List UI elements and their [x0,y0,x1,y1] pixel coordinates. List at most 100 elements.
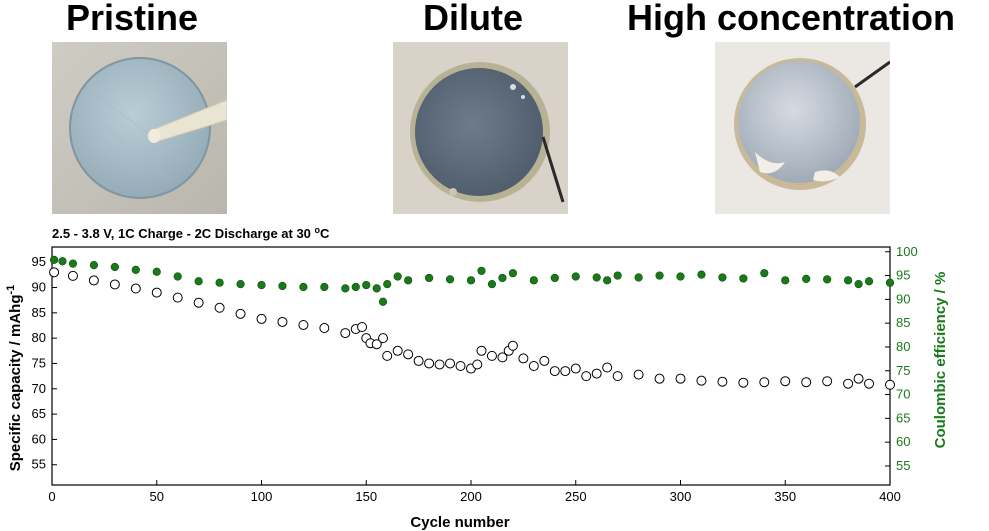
pristine-electrode-photo [52,42,227,214]
efficiency-point [278,281,287,291]
efficiency-point [194,277,203,286]
efficiency-point [843,276,853,285]
capacity-point [130,283,141,294]
capacity-point [109,279,120,290]
capacity-point [214,302,225,313]
efficiency-point [173,272,182,281]
efficiency-point [362,280,371,290]
x-tick-label: 100 [251,489,273,504]
capacity-point [581,371,592,382]
efficiency-point [110,262,119,272]
capacity-point [382,350,393,361]
capacity-point [476,345,487,356]
capacity-point [371,339,382,350]
efficiency-point [320,282,329,292]
efficiency-point [378,297,388,306]
efficiency-point [299,282,308,292]
efficiency-point [697,270,706,279]
high-concentration-electrode-photo [715,42,890,214]
test-condition-label: 2.5 - 3.8 V, 1C Charge - 2C Discharge at… [52,225,330,241]
capacity-point [392,345,403,356]
capacity-point [256,313,267,324]
efficiency-point [393,272,402,281]
capacity-point [277,316,288,327]
efficiency-point [676,272,685,281]
capacity-point [378,333,389,344]
x-tick-label: 400 [879,489,901,504]
capacity-point [612,371,623,382]
capacity-point [633,369,644,380]
y-right-tick-label: 80 [896,339,910,354]
capacity-point [528,361,539,371]
photo-label-dilute: Dilute [423,0,524,38]
efficiency-point [215,278,224,287]
capacity-point [675,373,686,384]
x-tick-label: 300 [670,489,692,504]
capacity-efficiency-chart: 2.5 - 3.8 V, 1C Charge - 2C Discharge at… [5,225,949,531]
y-left-tick-label: 70 [32,381,46,396]
efficiency-point [802,274,811,283]
efficiency-point [760,269,769,278]
efficiency-point [603,276,612,285]
efficiency-point [571,272,580,281]
capacity-point [654,373,665,384]
efficiency-point [236,280,245,289]
capacity-point [340,328,351,339]
capacity-point [518,353,529,364]
efficiency-point [477,266,486,275]
dilute-electrode-photo [393,42,568,214]
y-left-tick-label: 80 [32,330,46,345]
efficiency-point [508,269,518,278]
capacity-point [864,378,875,389]
efficiency-point [68,259,78,268]
capacity-point [49,267,60,278]
capacity-point [497,352,508,363]
capacity-point [67,270,78,281]
photo-label-high-concentration: High concentration [627,0,956,38]
efficiency-point [550,273,559,283]
y-left-tick-label: 65 [32,406,46,421]
x-tick-label: 250 [565,489,587,504]
capacity-point [591,368,602,379]
efficiency-point [592,273,601,282]
y-left-tick-label: 85 [32,305,46,320]
efficiency-point [885,278,895,287]
efficiency-point [425,273,434,283]
efficiency-point [466,276,476,285]
capacity-point [434,359,445,370]
efficiency-point [372,284,381,293]
y-axis-right-label: Coulombic efficiency / % [932,272,949,449]
capacity-point [151,287,162,298]
capacity-point [822,376,833,387]
y-left-tick-label: 60 [32,431,46,446]
y-left-tick-label: 95 [32,254,46,269]
efficiency-point [341,284,350,293]
plot-area: 0 50 100 150 200 250 300 350 400 55 60 65 70 75 80 85 90… [32,244,918,504]
efficiency-point [404,276,413,285]
x-axis-label: Cycle number [410,514,509,531]
efficiency-point [781,276,790,285]
efficiency-point [49,255,59,264]
capacity-point [780,376,791,387]
efficiency-point [864,277,874,286]
capacity-point [885,379,895,390]
capacity-point [507,340,518,351]
y-right-tick-label: 75 [896,363,910,378]
capacity-point [424,358,435,369]
capacity-point [843,378,854,389]
efficiency-point [634,273,643,282]
x-tick-label: 200 [460,489,482,504]
efficiency-point [529,276,538,285]
x-tick-label: 0 [48,489,55,504]
capacity-point [602,362,613,373]
y-right-tick-label: 95 [896,268,910,283]
capacity-point [235,308,246,319]
y-right-tick-label: 65 [896,410,910,425]
efficiency-point [823,275,832,284]
efficiency-point [383,280,392,289]
x-tick-label: 50 [150,489,164,504]
y-left-tick-label: 55 [32,457,46,472]
y-right-tick-label: 100 [896,244,918,259]
capacity-point [472,359,483,370]
efficiency-point [152,267,161,276]
